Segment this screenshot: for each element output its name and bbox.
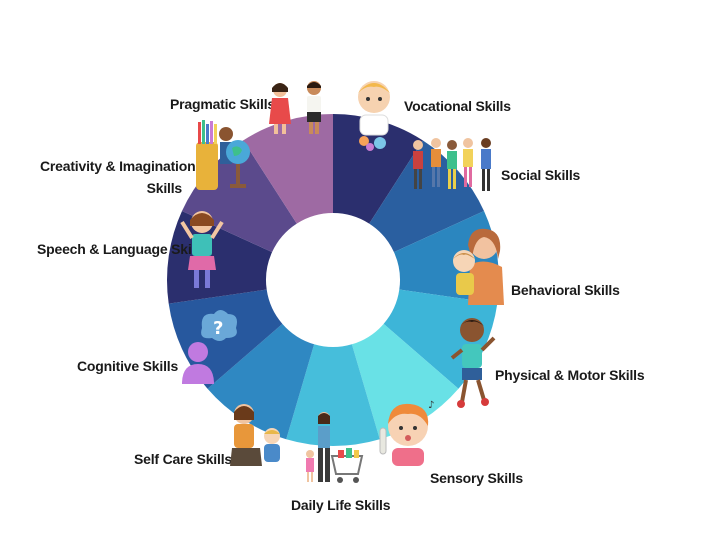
label-pragmatic-skills: Pragmatic Skills [170, 96, 275, 112]
social-kids-illustration [413, 138, 491, 191]
label-vocational-skills: Vocational Skills [404, 98, 511, 114]
label-speech-language-skills: Speech & Language Skills [37, 241, 207, 257]
question-mark-icon: ? [213, 318, 223, 339]
wheel-segment-sensory-skills [351, 323, 459, 440]
physical-motor-kid-illustration [450, 318, 496, 408]
vocational-kid-illustration [358, 81, 390, 151]
label-creativity-imagination-skills: Creativity & Imagination Skills [40, 155, 196, 199]
label-behavioral-skills: Behavioral Skills [511, 282, 620, 298]
wheel-segment-self-care-skills [207, 323, 315, 440]
daily-life-illustration [306, 412, 364, 483]
music-note-icon: ♪ [428, 400, 434, 411]
speech-language-kid-illustration [180, 211, 224, 288]
wheel-segment-cognitive-skills [168, 289, 283, 389]
label-sensory-skills: Sensory Skills [430, 470, 523, 486]
pragmatic-kids-illustration [269, 81, 321, 134]
wheel-segment-pragmatic-skills [243, 114, 333, 224]
label-physical-motor-skills: Physical & Motor Skills [495, 367, 645, 383]
wheel-segment-daily-life-skills [286, 344, 380, 446]
creativity-illustration [196, 120, 250, 190]
label-self-care-skills: Self Care Skills [134, 451, 232, 467]
label-cognitive-skills: Cognitive Skills [77, 358, 179, 374]
sensory-kid-illustration: ♪ [379, 400, 434, 466]
label-daily-life-skills: Daily Life Skills [291, 497, 391, 513]
label-creativity-line2: Skills [146, 180, 183, 196]
cognitive-illustration: ? [182, 310, 237, 384]
self-care-illustration [230, 404, 280, 466]
label-creativity-line1: Creativity & Imagination [40, 158, 196, 174]
wheel-segment-speech-language-skills [166, 211, 273, 304]
label-social-skills: Social Skills [501, 167, 581, 183]
wheel-segment-vocational-skills [333, 114, 423, 224]
behavioral-illustration [453, 228, 504, 305]
